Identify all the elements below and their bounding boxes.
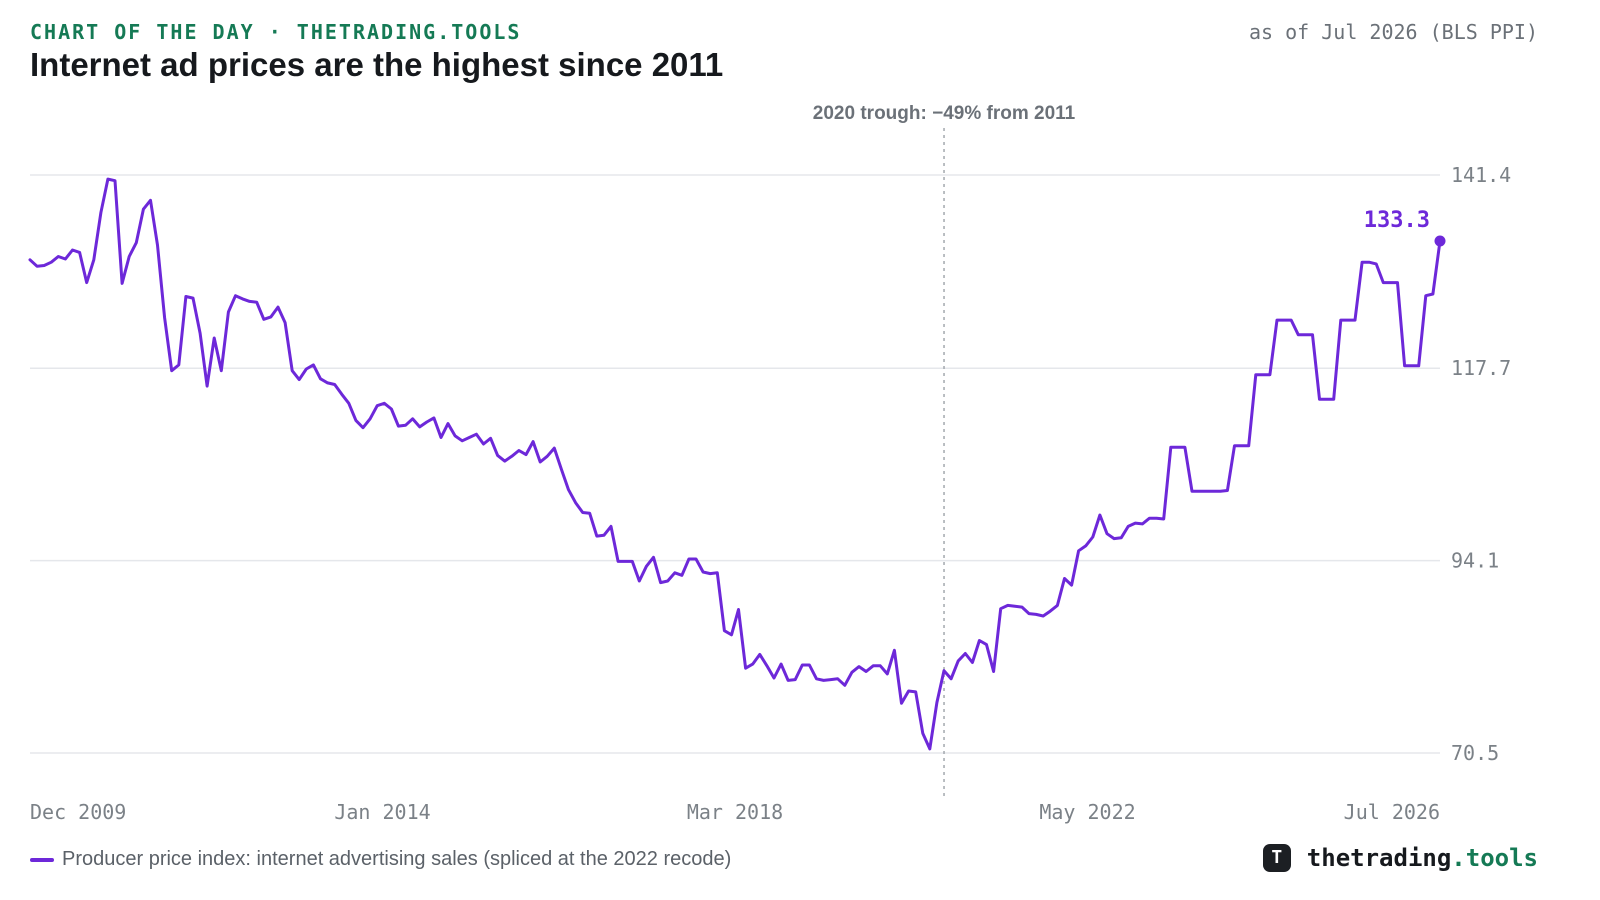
brand-name: thetrading — [1306, 844, 1452, 872]
legend-swatch — [30, 857, 54, 862]
chart-title: Internet ad prices are the highest since… — [30, 46, 724, 83]
end-value-label: 133.3 — [1364, 208, 1430, 233]
x-tick-label: May 2022 — [1039, 800, 1135, 824]
grid-lines — [30, 174, 1440, 754]
end-point-marker — [1434, 235, 1446, 247]
legend-label: Producer price index: internet advertisi… — [62, 848, 732, 870]
x-tick-label: Jan 2014 — [334, 800, 430, 824]
x-tick-label: Dec 2009 — [30, 800, 126, 824]
brand-logo-icon: T — [1262, 844, 1291, 872]
y-axis-ticks: 141.4 117.7 94.1 70.5 — [1451, 163, 1511, 765]
y-tick-label: 117.7 — [1451, 356, 1511, 380]
y-tick-label: 141.4 — [1451, 163, 1511, 187]
brand-tld: .tools — [1451, 844, 1538, 872]
series-layer: 133.3 — [28, 177, 1446, 751]
legend: Producer price index: internet advertisi… — [30, 848, 731, 871]
as-of-note: as of Jul 2026 (BLS PPI) — [1249, 20, 1538, 44]
y-tick-label: 70.5 — [1451, 741, 1499, 765]
x-tick-label: Mar 2018 — [687, 800, 783, 824]
brand-wordmark: thetrading.tools — [1307, 844, 1538, 872]
x-axis-ticks: Dec 2009 Jan 2014 Mar 2018 May 2022 Jul 2026 — [30, 800, 1440, 824]
y-tick-label: 94.1 — [1451, 549, 1499, 573]
trough-annotation: 2020 trough: −49% from 2011 — [813, 103, 1076, 800]
x-tick-label: Jul 2026 — [1344, 800, 1440, 824]
chart-kicker: CHART OF THE DAY · THETRADING.TOOLS — [30, 20, 522, 44]
brand-footer: T thetrading.tools — [1262, 844, 1538, 872]
annotation-label: 2020 trough: −49% from 2011 — [813, 103, 1076, 124]
series-line — [28, 177, 1442, 751]
